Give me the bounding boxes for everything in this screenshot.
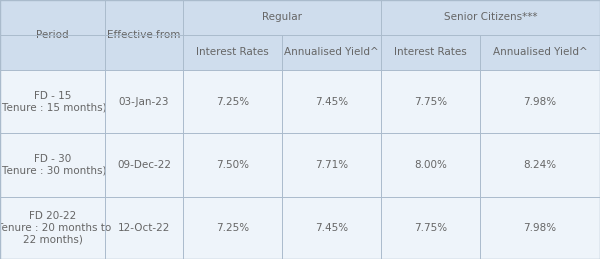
Text: 7.25%: 7.25%	[216, 223, 249, 233]
Text: FD 20-22
(Tenure : 20 months to
22 months): FD 20-22 (Tenure : 20 months to 22 month…	[0, 211, 112, 244]
Text: Annualised Yield^: Annualised Yield^	[493, 47, 587, 57]
Text: 03-Jan-23: 03-Jan-23	[119, 97, 169, 107]
Text: FD - 15
(Tenure : 15 months): FD - 15 (Tenure : 15 months)	[0, 91, 107, 112]
Text: 12-Oct-22: 12-Oct-22	[118, 223, 170, 233]
Text: 7.45%: 7.45%	[315, 97, 348, 107]
Bar	[0, 35, 600, 70]
Text: 7.25%: 7.25%	[216, 97, 249, 107]
Text: Annualised Yield^: Annualised Yield^	[284, 47, 379, 57]
Bar	[0, 133, 600, 197]
Bar	[0, 0, 600, 35]
Text: 7.71%: 7.71%	[315, 160, 348, 170]
Text: Senior Citizens***: Senior Citizens***	[444, 12, 537, 23]
Text: 7.98%: 7.98%	[523, 223, 557, 233]
Text: 7.75%: 7.75%	[414, 223, 447, 233]
Text: 7.50%: 7.50%	[216, 160, 249, 170]
Bar	[0, 70, 600, 133]
Text: 09-Dec-22: 09-Dec-22	[117, 160, 171, 170]
Text: FD - 30
(Tenure : 30 months): FD - 30 (Tenure : 30 months)	[0, 154, 107, 176]
Text: 8.00%: 8.00%	[414, 160, 447, 170]
Text: Effective from: Effective from	[107, 30, 181, 40]
Text: Interest Rates: Interest Rates	[196, 47, 269, 57]
Text: 7.98%: 7.98%	[523, 97, 557, 107]
Text: 8.24%: 8.24%	[523, 160, 557, 170]
Text: Interest Rates: Interest Rates	[394, 47, 467, 57]
Bar	[0, 197, 600, 259]
Text: Regular: Regular	[262, 12, 302, 23]
Text: 7.45%: 7.45%	[315, 223, 348, 233]
Text: 7.75%: 7.75%	[414, 97, 447, 107]
Text: Period: Period	[36, 30, 69, 40]
